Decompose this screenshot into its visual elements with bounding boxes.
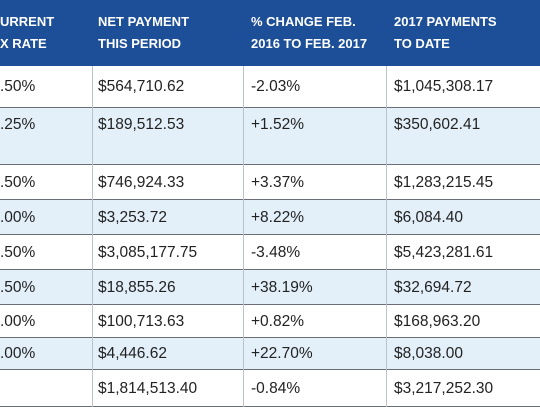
cell: $1,283,215.45	[394, 173, 494, 191]
row	[0, 270, 540, 305]
cell: $8,038.00	[394, 345, 463, 362]
cell: $100,713.63	[98, 312, 185, 330]
row	[0, 108, 540, 165]
row	[0, 305, 540, 338]
cell: $3,253.72	[98, 208, 167, 226]
cell: +8.22%	[251, 208, 305, 226]
cell: $3,085,177.75	[98, 243, 198, 261]
cell: .25%	[0, 116, 36, 133]
cell: $1,045,308.17	[394, 78, 494, 95]
row	[0, 235, 540, 270]
cell: $4,446.62	[98, 345, 167, 362]
row	[0, 165, 540, 200]
cell: .50%	[0, 243, 36, 261]
header-cell: % CHANGE FEB.	[251, 14, 356, 29]
cell: -3.48%	[251, 243, 301, 261]
cell: $18,855.26	[98, 278, 176, 296]
cell: +3.37%	[251, 173, 305, 191]
cell: .00%	[0, 345, 36, 362]
cell: $5,423,281.61	[394, 243, 494, 261]
header-cell: TO DATE	[394, 36, 450, 51]
header-cell: THIS PERIOD	[98, 36, 182, 51]
cell: -2.03%	[251, 78, 301, 95]
row	[0, 370, 540, 407]
header	[0, 0, 540, 66]
cell: +0.82%	[251, 312, 305, 330]
row	[0, 338, 540, 370]
cell: +22.70%	[251, 345, 313, 362]
cell: $350,602.41	[394, 116, 481, 133]
column-divider	[386, 66, 387, 407]
header-cell: URRENT	[0, 14, 55, 29]
cell: .50%	[0, 173, 36, 191]
cell: -0.84%	[251, 379, 301, 397]
column-divider	[92, 66, 93, 407]
header-cell: 2016 TO FEB. 2017	[251, 36, 368, 51]
row	[0, 66, 540, 108]
cell: $6,084.40	[394, 208, 463, 226]
cell: $168,963.20	[394, 312, 481, 330]
row	[0, 200, 540, 235]
cell: $746,924.33	[98, 173, 185, 191]
column-divider	[243, 66, 244, 407]
header-cell: 2017 PAYMENTS	[394, 14, 497, 29]
cell: .50%	[0, 78, 36, 95]
cell: $1,814,513.40	[98, 379, 198, 397]
cell: .00%	[0, 208, 36, 226]
cell: $189,512.53	[98, 116, 185, 133]
cell: +38.19%	[251, 278, 313, 296]
cell: +1.52%	[251, 116, 305, 133]
cell: $3,217,252.30	[394, 379, 494, 397]
cell: .00%	[0, 312, 36, 330]
cell: $32,694.72	[394, 278, 472, 296]
header-cell: X RATE	[0, 36, 47, 51]
header-cell: NET PAYMENT	[98, 14, 190, 29]
cell: .50%	[0, 278, 36, 296]
cell: $564,710.62	[98, 78, 185, 95]
